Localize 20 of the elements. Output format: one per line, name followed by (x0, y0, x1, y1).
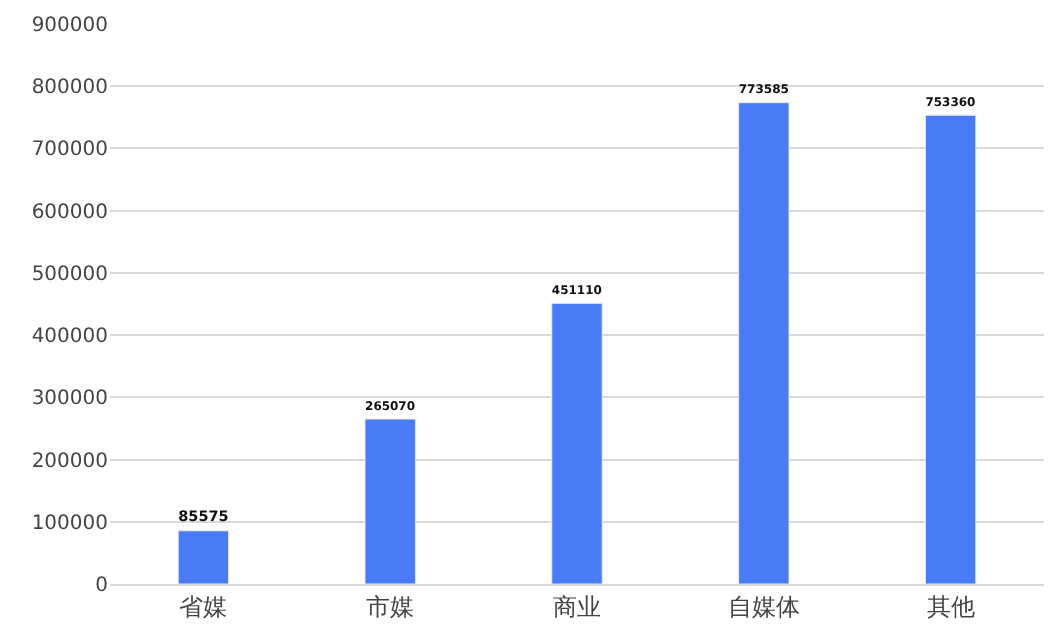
y-tick-label: 100000 (31, 512, 108, 535)
y-tick-label: 800000 (31, 77, 108, 100)
x-tick-label: 商业 (553, 592, 601, 621)
x-tick-label: 自媒体 (727, 592, 800, 621)
y-tick-label: 900000 (31, 15, 108, 37)
y-tick-label: 600000 (31, 201, 108, 224)
y-tick-label: 0 (95, 575, 108, 597)
bar (924, 114, 977, 584)
bar (177, 530, 230, 584)
y-tick-label: 300000 (31, 388, 108, 411)
bar (364, 418, 416, 584)
y-tick-label: 400000 (31, 326, 108, 349)
bar (551, 302, 603, 584)
x-tick-label: 市媒 (366, 592, 415, 621)
y-tick-label: 500000 (31, 263, 108, 286)
y-tick-label: 200000 (31, 450, 108, 473)
bar (738, 102, 790, 584)
x-tick-label: 其他 (926, 592, 975, 621)
y-tick-label: 700000 (31, 139, 108, 162)
x-tick-label: 省媒 (179, 592, 228, 621)
